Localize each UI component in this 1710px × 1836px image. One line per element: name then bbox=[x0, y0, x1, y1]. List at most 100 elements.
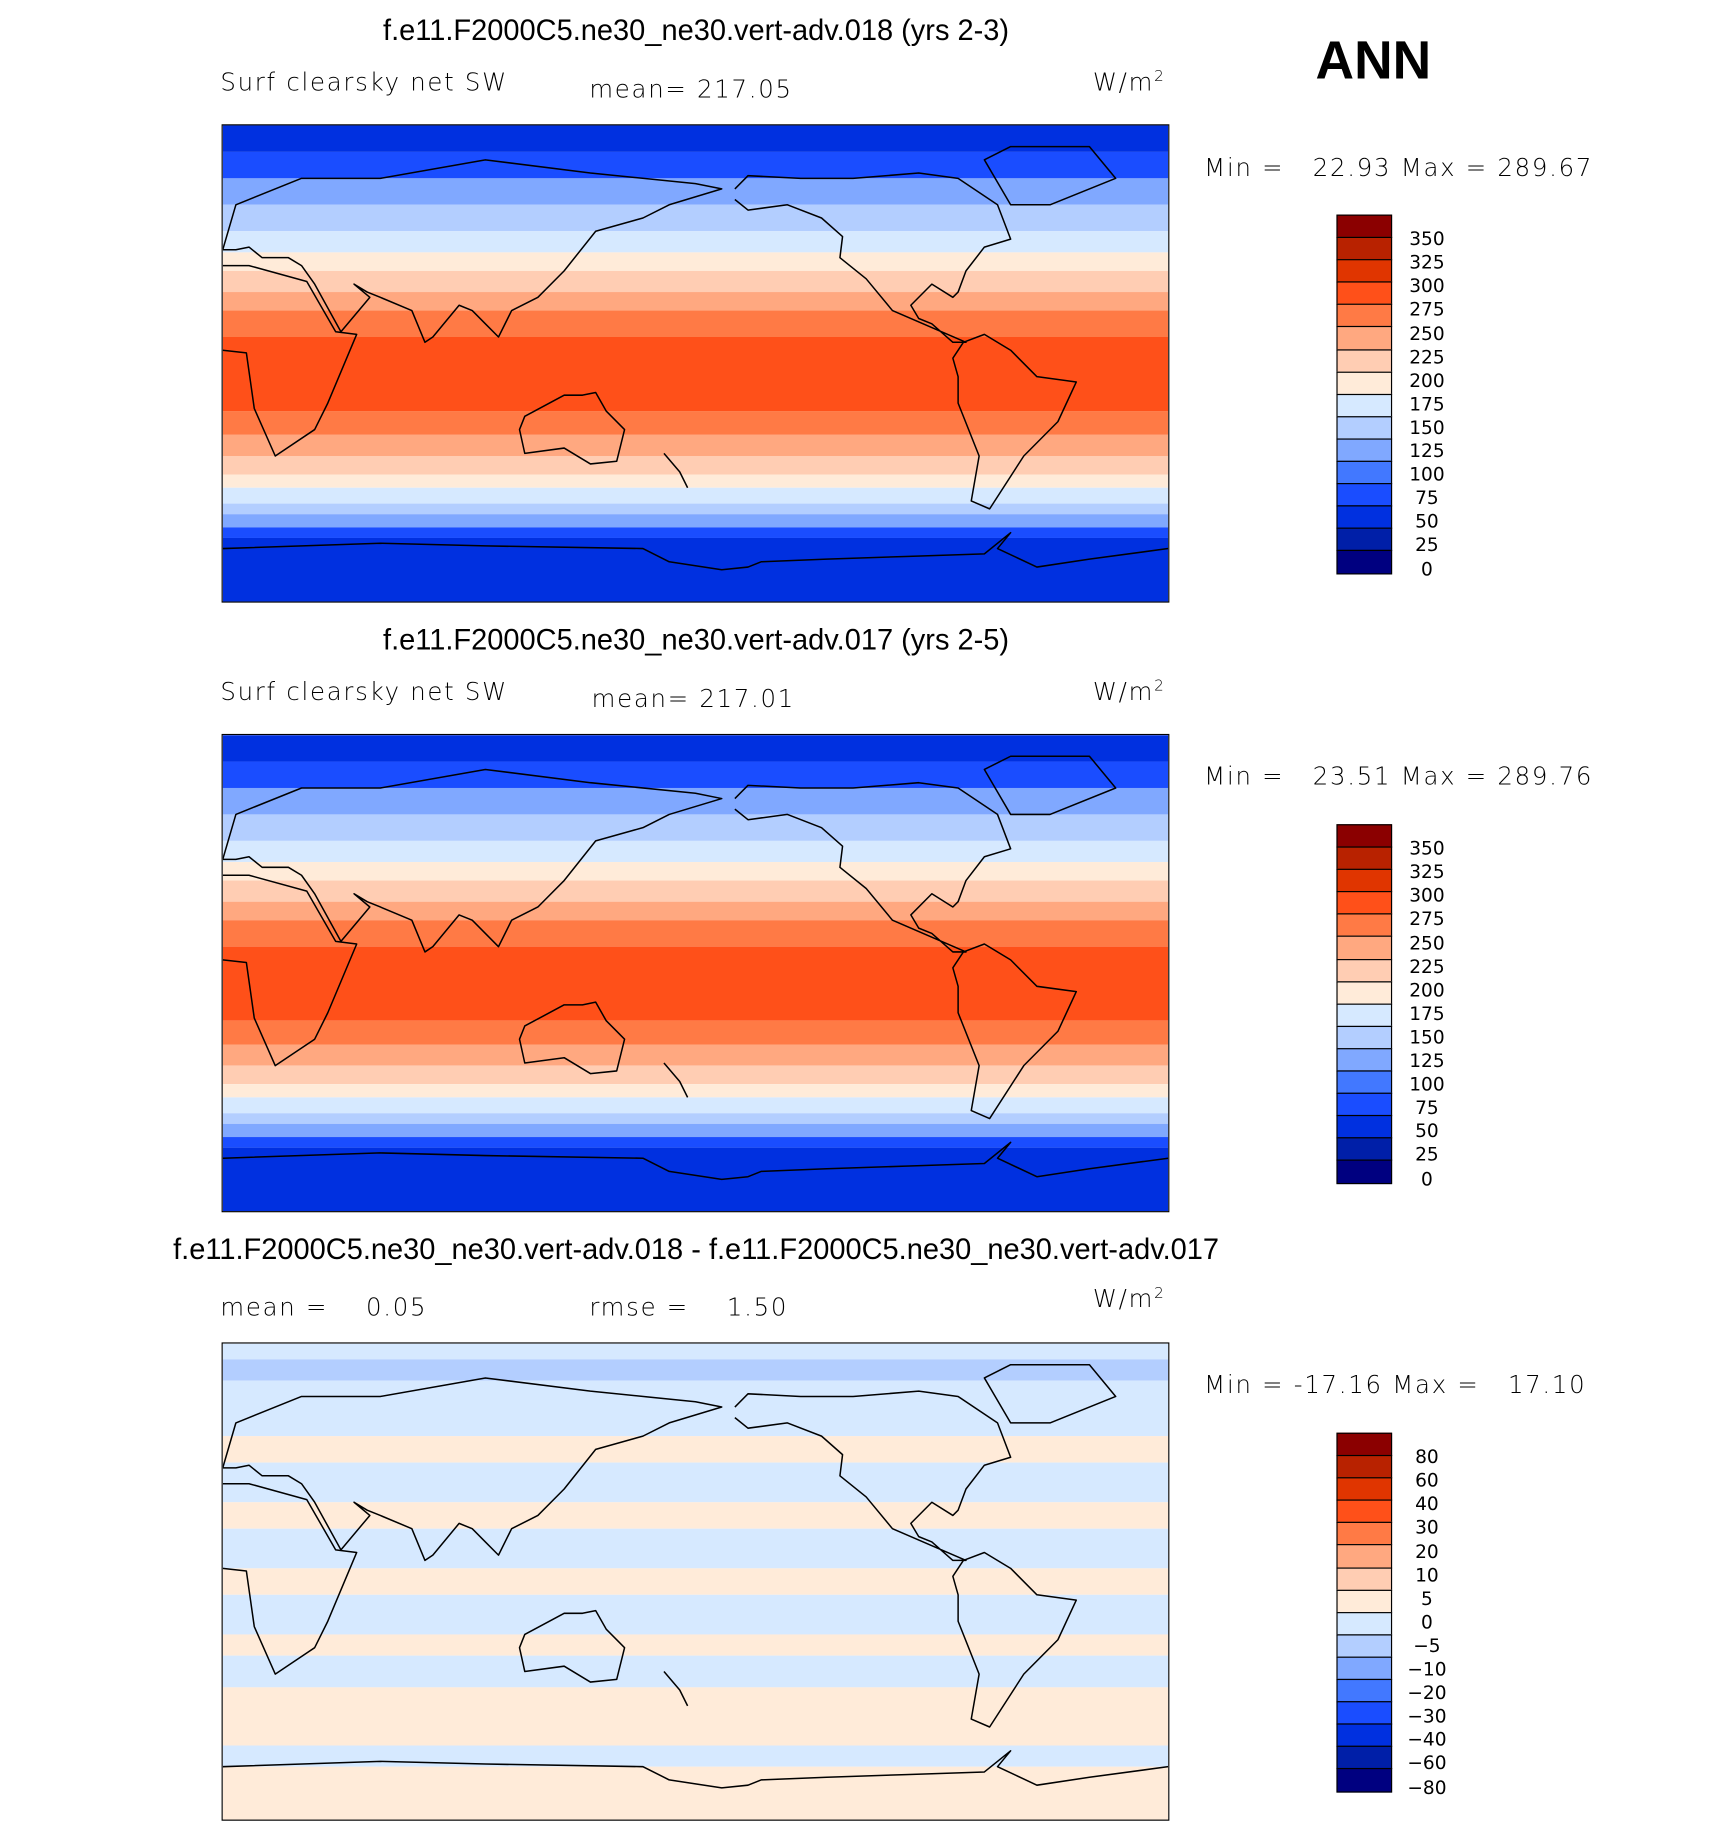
zonal-band bbox=[222, 292, 1169, 311]
colorbar-tick-label: 250 bbox=[1409, 931, 1445, 954]
panel-1-title: f.e11.F2000C5.ne30_ne30.vert-adv.018 (yr… bbox=[383, 14, 1010, 47]
zonal-band bbox=[222, 1502, 1169, 1529]
colorbar-box bbox=[1336, 1634, 1393, 1658]
zonal-band bbox=[222, 487, 1169, 504]
min-value: -17.16 bbox=[1293, 1370, 1383, 1399]
colorbar-tick-label: 200 bbox=[1409, 978, 1445, 1001]
min-value: 22.93 bbox=[1312, 153, 1392, 182]
panel-1-map bbox=[221, 124, 1170, 603]
colorbar-tick-label: −40 bbox=[1407, 1728, 1447, 1751]
colorbar-tick-label: 300 bbox=[1409, 884, 1445, 907]
colorbar-tick-label: 5 bbox=[1421, 1587, 1433, 1610]
zonal-band bbox=[222, 270, 1169, 293]
min-label: Min = bbox=[1204, 1370, 1285, 1399]
zonal-band bbox=[222, 231, 1169, 253]
coastline bbox=[735, 783, 1011, 952]
zonal-band bbox=[222, 1655, 1169, 1688]
colorbar-box bbox=[1336, 913, 1393, 938]
panel-1-variable-label: Surf clearsky net SW bbox=[220, 67, 508, 97]
colorbar-box bbox=[1336, 1656, 1393, 1681]
colorbar-box bbox=[1336, 1746, 1393, 1770]
panel-3-units: W/m2 bbox=[1093, 1285, 1166, 1313]
colorbar-box bbox=[1336, 846, 1393, 871]
colorbar-box bbox=[1336, 1092, 1393, 1117]
colorbar-tick-label: −60 bbox=[1407, 1752, 1447, 1775]
zonal-band bbox=[222, 336, 1169, 412]
units-sup: 2 bbox=[1154, 67, 1166, 86]
colorbar-box bbox=[1336, 505, 1393, 530]
max-value: 17.10 bbox=[1507, 1370, 1587, 1399]
coastline bbox=[984, 756, 1115, 814]
colorbar-tick-label: 25 bbox=[1415, 533, 1439, 557]
colorbar-box bbox=[1336, 550, 1393, 574]
zonal-band bbox=[222, 434, 1169, 456]
zonal-band bbox=[222, 1065, 1169, 1085]
panel-3-rmse-label: rmse = 1.50 bbox=[589, 1293, 789, 1322]
panel-2-variable-label: Surf clearsky net SW bbox=[220, 677, 508, 706]
colorbar-box bbox=[1336, 1566, 1393, 1591]
colorbar-box bbox=[1336, 1544, 1393, 1569]
colorbar-box bbox=[1336, 1025, 1393, 1050]
colorbar-box bbox=[1336, 1159, 1393, 1184]
season-label: ANN bbox=[1315, 29, 1432, 91]
coastline bbox=[223, 160, 722, 342]
colorbar-tick-label: 250 bbox=[1409, 321, 1445, 345]
colorbar-box bbox=[1336, 1432, 1393, 1457]
units-sup: 2 bbox=[1154, 677, 1166, 696]
colorbar-box bbox=[1336, 304, 1393, 328]
max-label: Max = bbox=[1400, 762, 1488, 791]
coastline bbox=[520, 393, 625, 464]
zonal-band bbox=[222, 537, 1169, 602]
min-label: Min = bbox=[1204, 153, 1285, 182]
colorbar-tick-label: 50 bbox=[1415, 510, 1439, 533]
colorbar-tick-label: 225 bbox=[1409, 955, 1445, 978]
zonal-band bbox=[222, 1113, 1169, 1124]
zonal-band bbox=[222, 761, 1169, 788]
zonal-band bbox=[222, 787, 1169, 815]
colorbar-box bbox=[1336, 281, 1393, 306]
coastline bbox=[223, 875, 357, 1065]
colorbar-tick-label: 225 bbox=[1409, 345, 1445, 368]
colorbar-tick-label: 100 bbox=[1409, 463, 1445, 486]
coastline bbox=[953, 944, 1076, 1119]
coastline bbox=[223, 1484, 357, 1674]
max-value: 289.76 bbox=[1497, 762, 1594, 791]
zonal-band bbox=[222, 1137, 1169, 1148]
zonal-band bbox=[222, 125, 1169, 152]
colorbar-box bbox=[1336, 348, 1393, 373]
panel-1-colorbar bbox=[1336, 214, 1393, 574]
colorbar-box bbox=[1336, 1477, 1393, 1502]
colorbar-tick-label: 0 bbox=[1421, 1610, 1433, 1633]
zonal-band bbox=[222, 1020, 1169, 1045]
colorbar-tick-label: 25 bbox=[1415, 1143, 1439, 1166]
zonal-band bbox=[222, 1343, 1169, 1360]
colorbar-tick-label: 325 bbox=[1409, 860, 1445, 884]
colorbar-box bbox=[1336, 958, 1393, 983]
colorbar-tick-label: 0 bbox=[1421, 557, 1433, 580]
colorbar-box bbox=[1336, 824, 1393, 848]
units-text: W/m bbox=[1092, 1284, 1155, 1314]
zonal-band bbox=[222, 411, 1169, 435]
colorbar-box bbox=[1336, 483, 1393, 507]
colorbar-box bbox=[1336, 1678, 1393, 1703]
colorbar-tick-label: 150 bbox=[1409, 1025, 1445, 1048]
panel-3-mean-label: mean = 0.05 bbox=[220, 1293, 428, 1322]
panel-1-map-svg bbox=[222, 125, 1169, 602]
colorbar-tick-label: 275 bbox=[1409, 298, 1445, 321]
coastline bbox=[735, 173, 1011, 342]
colorbar-tick-label: 100 bbox=[1409, 1072, 1445, 1096]
colorbar-tick-label: −10 bbox=[1407, 1657, 1447, 1681]
zonal-band bbox=[222, 1123, 1169, 1138]
colorbar-box bbox=[1336, 1768, 1393, 1793]
panel-2-map-svg bbox=[222, 735, 1169, 1212]
colorbar-tick-label: 0 bbox=[1421, 1167, 1433, 1190]
zonal-band bbox=[222, 1634, 1169, 1656]
zonal-band bbox=[222, 503, 1169, 515]
coastline bbox=[664, 1063, 688, 1097]
colorbar-tick-label: 20 bbox=[1415, 1539, 1439, 1563]
colorbar-tick-label: 175 bbox=[1409, 392, 1445, 415]
zonal-band bbox=[222, 1380, 1169, 1437]
zonal-band bbox=[222, 901, 1169, 921]
colorbar-tick-label: 350 bbox=[1409, 227, 1445, 250]
